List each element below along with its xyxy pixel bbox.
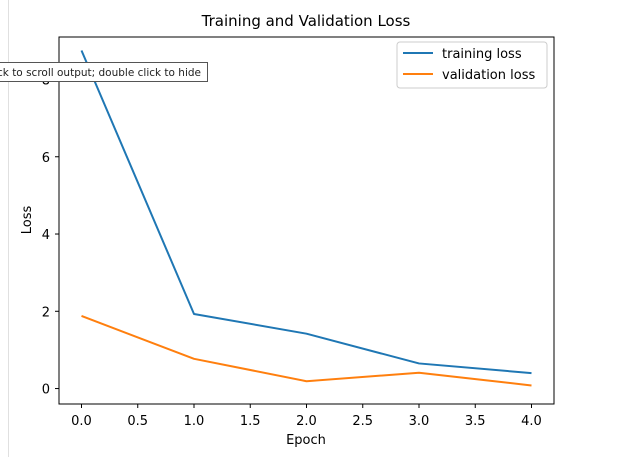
x-tick-label: 3.5 [465,414,486,429]
x-tick-label: 3.0 [409,414,430,429]
x-axis-label: Epoch [286,433,326,448]
y-axis-label: Loss [20,206,35,235]
validation-loss-line [81,314,532,387]
plot-frame [58,36,555,405]
y-tick-label: 2 [42,305,50,320]
x-tick-label: 0.5 [127,414,148,429]
legend-label-training: training loss [442,47,522,62]
scroll-output-tooltip: ck to scroll output; double click to hid… [0,62,209,82]
chart-title: Training and Validation Loss [201,12,411,30]
y-tick-label: 0 [42,383,50,398]
legend-box [396,41,548,89]
x-tick-label: 0.0 [71,414,92,429]
x-tick-label: 2.5 [352,414,373,429]
x-tick-label: 2.0 [296,414,317,429]
series-layer [80,50,532,387]
training-loss-line [80,50,532,375]
legend-label-validation: validation loss [442,68,535,83]
notebook-output-gutter [0,0,9,457]
legend: training loss validation loss [396,41,548,89]
x-tick-label: 1.5 [240,414,261,429]
y-axis-ticks: 02468 [42,73,59,398]
y-tick-label: 4 [42,228,50,243]
y-tick-label: 6 [42,151,50,166]
x-axis-ticks: 0.0 0.5 1.0 1.5 2.0 2.5 3.0 3.5 4.0 [71,404,542,429]
x-tick-label: 1.0 [184,414,205,429]
x-tick-label: 4.0 [521,414,542,429]
